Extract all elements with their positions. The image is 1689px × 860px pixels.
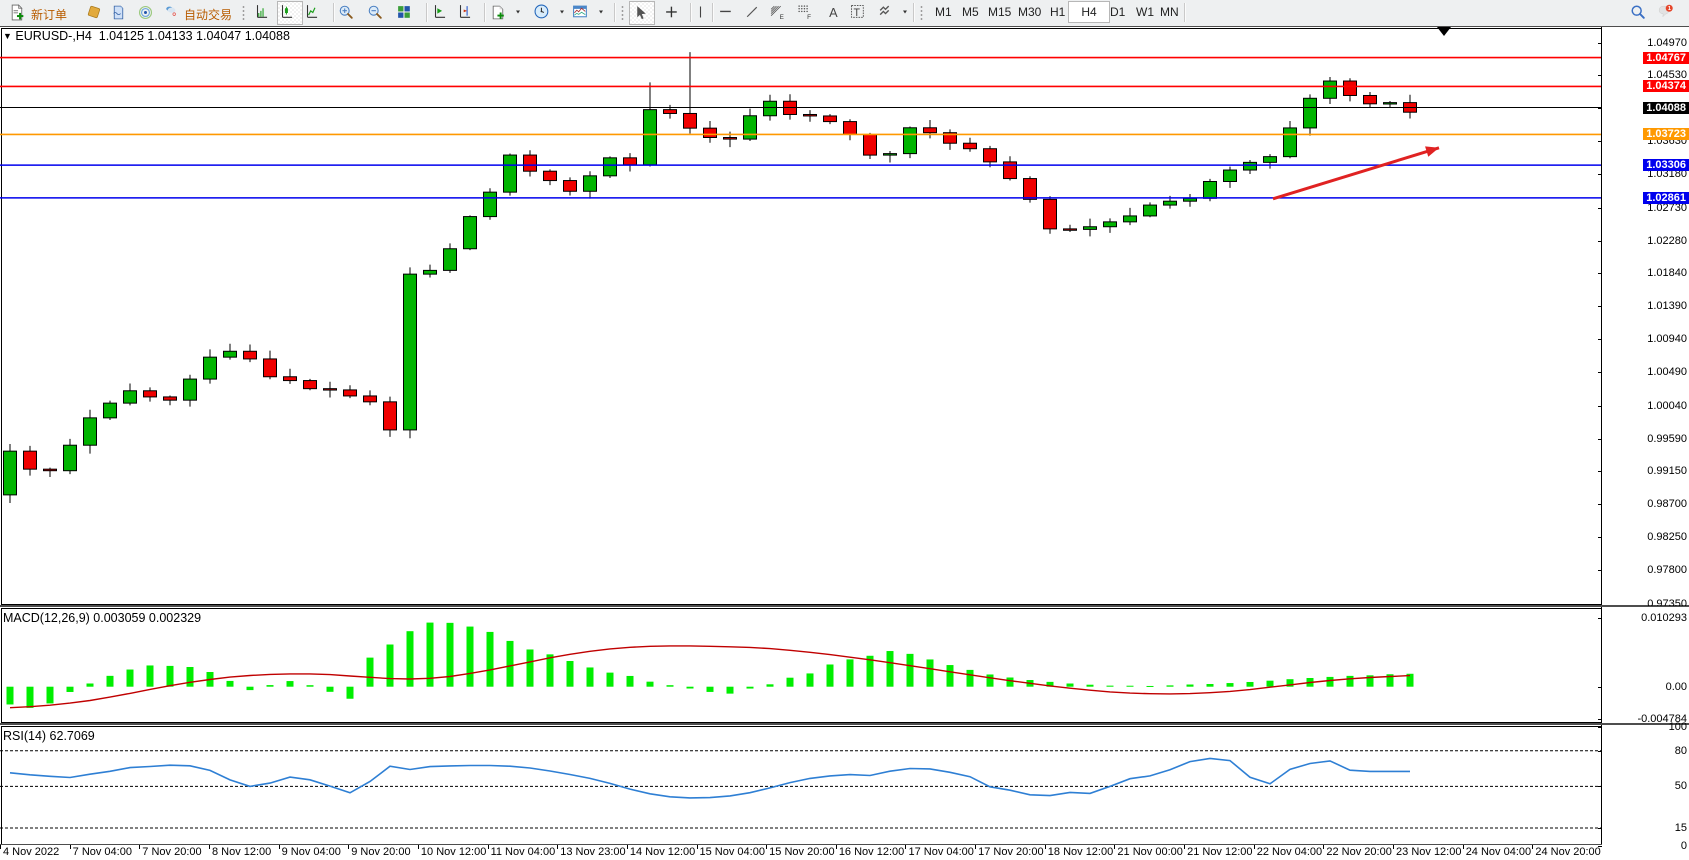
svg-text:A: A [829, 5, 838, 20]
svg-text:1: 1 [1668, 6, 1671, 12]
svg-text:T: T [854, 7, 861, 19]
svg-text:E: E [780, 14, 784, 21]
svg-text:F: F [807, 14, 811, 21]
